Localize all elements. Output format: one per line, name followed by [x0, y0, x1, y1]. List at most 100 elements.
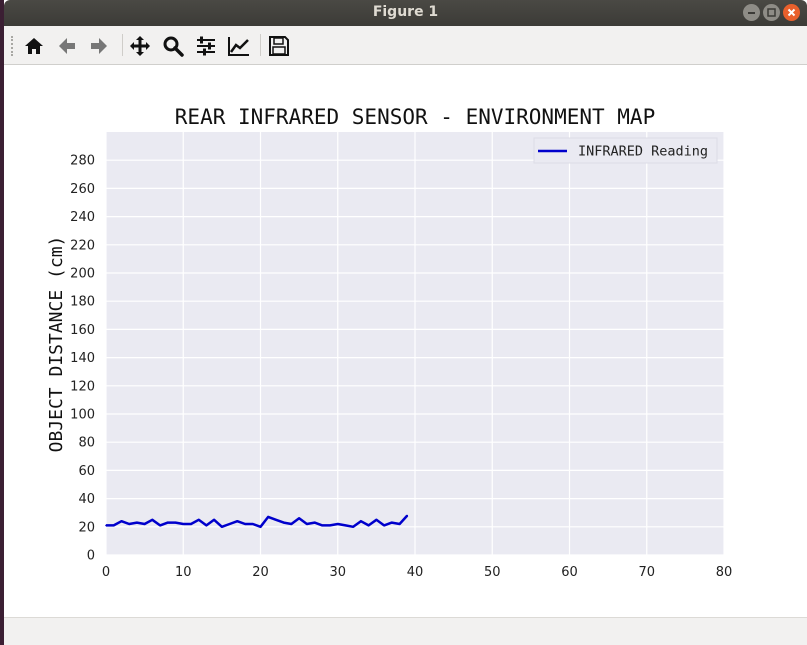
status-bar	[4, 617, 807, 645]
pan-button[interactable]	[127, 34, 153, 58]
title-bar[interactable]: Figure 1	[4, 0, 807, 26]
data-point	[128, 523, 130, 525]
x-tick-label: 60	[561, 565, 578, 580]
y-tick-label: 0	[87, 549, 95, 564]
data-point	[259, 526, 262, 528]
data-point	[244, 523, 246, 525]
minimize-button[interactable]	[743, 4, 760, 21]
toolbar-grip[interactable]	[11, 36, 16, 56]
chart-line-icon	[228, 37, 249, 56]
data-point	[336, 523, 339, 525]
x-tick-label: 50	[484, 565, 501, 580]
y-axis-label: OBJECT DISTANCE (cm)	[46, 236, 67, 453]
window-title: Figure 1	[372, 4, 439, 20]
series-points	[105, 514, 409, 528]
home-button[interactable]	[21, 34, 47, 58]
data-point	[375, 518, 378, 521]
data-point	[267, 516, 270, 518]
data-point	[275, 518, 277, 521]
close-icon	[787, 8, 796, 17]
y-tick-label: 40	[78, 492, 95, 507]
data-point	[360, 520, 362, 522]
data-point	[298, 517, 300, 520]
y-tick-label: 120	[70, 379, 95, 394]
data-point	[120, 520, 123, 522]
y-tick-label: 60	[78, 464, 95, 479]
data-point	[167, 521, 169, 524]
data-point	[205, 524, 208, 527]
maximize-icon	[767, 8, 776, 17]
data-point	[221, 526, 223, 528]
minimize-icon	[748, 12, 755, 14]
legend: INFRARED Reading	[533, 137, 718, 164]
floppy-disk-icon	[269, 36, 289, 56]
data-point	[306, 523, 308, 525]
y-tick-label: 240	[70, 210, 95, 225]
sliders-icon	[197, 36, 215, 56]
series-line-infrared-reading	[106, 514, 409, 529]
data-point	[344, 524, 347, 527]
data-point	[406, 514, 409, 517]
y-tick-label: 220	[70, 238, 95, 253]
x-tick-label: 30	[329, 565, 346, 580]
y-tick-label: 100	[70, 408, 95, 423]
back-button[interactable]	[54, 34, 80, 58]
y-tick-labels: 0 20 40 60 80 100 120 140 160 180 200 220 240 260 280	[70, 154, 95, 564]
move-icon	[130, 36, 150, 56]
x-tick-label: 20	[252, 565, 269, 580]
y-tick-label: 80	[78, 436, 95, 451]
figure-canvas[interactable]: 0 10 20 30 40 50 60 70 80 0 20 40 60 80 100 120 140 160 1…	[4, 65, 807, 617]
data-point	[251, 523, 254, 525]
navigation-toolbar	[4, 26, 807, 65]
data-point	[197, 518, 200, 521]
data-point	[143, 523, 146, 525]
data-point	[282, 521, 285, 524]
data-point	[213, 518, 215, 521]
legend-label: INFRARED Reading	[578, 144, 708, 160]
x-tick-label: 10	[175, 565, 192, 580]
data-point	[367, 524, 370, 527]
axes-button[interactable]	[226, 34, 252, 58]
figure-window: Figure 1	[4, 0, 807, 645]
data-point	[236, 520, 239, 522]
x-tick-label: 70	[638, 565, 655, 580]
data-point	[313, 521, 316, 524]
arrow-right-icon	[91, 38, 107, 54]
close-button[interactable]	[783, 4, 800, 21]
x-gridlines	[105, 132, 725, 555]
subplots-button[interactable]	[193, 34, 219, 58]
data-point	[174, 521, 177, 524]
toolbar-separator	[122, 34, 123, 56]
toolbar-separator	[260, 34, 261, 56]
y-tick-label: 20	[78, 520, 95, 535]
data-point	[136, 521, 138, 524]
zoom-button[interactable]	[160, 34, 186, 58]
x-tick-labels: 0 10 20 30 40 50 60 70 80	[102, 565, 732, 580]
line-chart[interactable]: 0 10 20 30 40 50 60 70 80 0 20 40 60 80 100 120 140 160 1…	[4, 65, 807, 617]
y-tick-label: 280	[70, 154, 95, 169]
x-tick-label: 0	[102, 565, 110, 580]
data-point	[352, 526, 355, 528]
data-point	[190, 523, 192, 525]
magnifier-icon	[163, 36, 184, 57]
data-point	[105, 524, 107, 527]
data-point	[151, 518, 154, 521]
data-point	[112, 524, 115, 527]
y-tick-label: 180	[70, 295, 95, 310]
save-button[interactable]	[266, 34, 292, 58]
arrow-left-icon	[59, 38, 75, 54]
data-point	[398, 523, 401, 525]
data-point	[329, 524, 331, 527]
data-point	[182, 523, 185, 525]
x-tick-label: 40	[407, 565, 424, 580]
y-tick-label: 200	[70, 267, 95, 282]
maximize-button[interactable]	[763, 4, 780, 21]
forward-button[interactable]	[86, 34, 112, 58]
data-point	[290, 523, 293, 525]
y-tick-label: 140	[70, 351, 95, 366]
data-point	[321, 524, 324, 527]
home-icon	[25, 38, 43, 54]
x-tick-label: 80	[716, 565, 733, 580]
y-tick-label: 260	[70, 182, 95, 197]
y-gridlines	[106, 159, 724, 556]
